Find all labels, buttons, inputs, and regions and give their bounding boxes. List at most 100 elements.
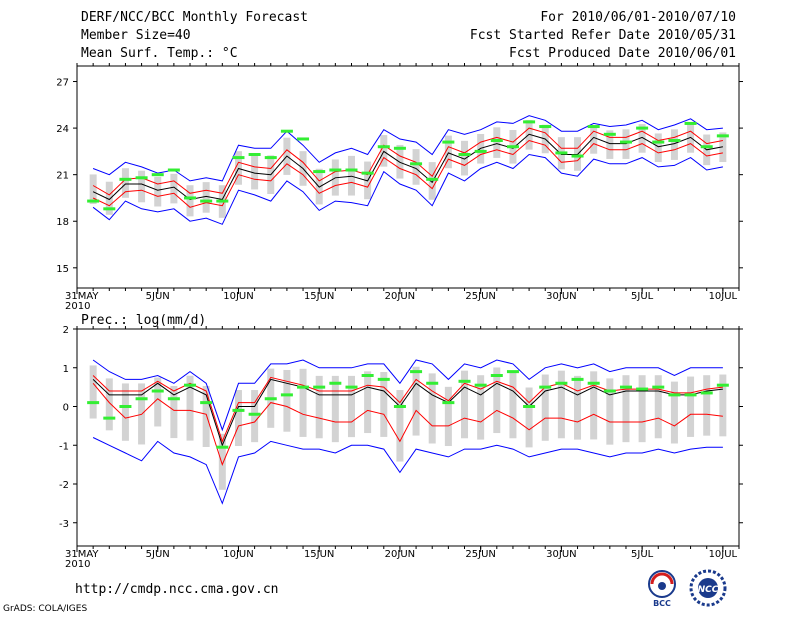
member-range-box (396, 390, 404, 462)
median-marker (587, 125, 600, 129)
upper-spread-line (92, 375, 723, 443)
x-tick-label: 10JUL (709, 549, 738, 560)
min-member-line (92, 437, 723, 505)
median-marker (652, 385, 665, 389)
median-marker (232, 156, 245, 160)
median-marker (329, 168, 342, 172)
median-marker (361, 171, 374, 175)
member-range-box (670, 129, 678, 160)
x-tick-label: 2010 (65, 559, 90, 570)
member-range-box (719, 374, 727, 437)
member-range-box (461, 140, 469, 176)
median-marker (539, 385, 552, 389)
member-range-box (105, 181, 113, 215)
member-range-box (541, 374, 549, 441)
member-range-box (202, 182, 210, 213)
member-range-box (218, 433, 226, 490)
median-marker (248, 152, 261, 156)
median-marker (377, 145, 390, 149)
x-tick-label: 30JUN (546, 549, 576, 560)
member-range-box (493, 367, 501, 434)
member-range-box (154, 377, 162, 427)
x-tick-label: 5JUL (631, 549, 654, 560)
y-tick-label: 1 (63, 364, 69, 375)
member-range-box (638, 375, 646, 443)
member-range-box (331, 375, 339, 443)
temperature-variable-label: Mean Surf. Temp.: °C (81, 46, 238, 61)
median-marker (652, 140, 665, 144)
median-marker (393, 146, 406, 150)
y-tick-label: 24 (56, 124, 69, 135)
y-tick-label: 0 (63, 403, 69, 414)
website-url[interactable]: http://cmdp.ncc.cma.gov.cn (75, 582, 279, 597)
median-marker (297, 385, 310, 389)
member-range-box (590, 126, 598, 154)
y-tick-label: -2 (59, 480, 69, 491)
median-marker (393, 405, 406, 408)
median-marker (668, 393, 681, 397)
member-range-box (477, 375, 485, 440)
median-marker (426, 381, 439, 385)
member-range-box (121, 383, 129, 441)
member-range-box (170, 173, 178, 204)
lower-spread-line (92, 139, 723, 208)
member-range-box (428, 373, 436, 444)
median-marker (474, 149, 487, 153)
y-tick-label: 2 (63, 325, 69, 336)
median-marker (474, 383, 487, 387)
member-range-box (251, 154, 259, 190)
member-range-box (719, 132, 727, 163)
median-marker (184, 196, 197, 200)
median-marker (636, 387, 649, 391)
member-range-box (509, 372, 517, 439)
x-tick-label: 5JUN (146, 549, 170, 560)
median-marker (523, 405, 536, 408)
forecast-period-label: For 2010/06/01-2010/07/10 (540, 10, 736, 25)
x-tick-label: 10JUN (223, 549, 253, 560)
median-marker (151, 389, 164, 393)
median-marker (87, 401, 100, 405)
median-marker (297, 137, 310, 141)
median-marker (151, 173, 164, 177)
member-range-box (89, 174, 97, 205)
max-member-line (92, 359, 723, 432)
member-range-box (170, 385, 178, 439)
median-marker (410, 162, 423, 166)
x-tick-label: 5JUL (631, 291, 654, 302)
median-marker (603, 389, 616, 393)
median-marker (280, 393, 293, 397)
median-marker (329, 381, 342, 385)
median-marker (442, 140, 455, 144)
member-range-box (299, 368, 307, 437)
member-range-box (670, 381, 678, 444)
member-range-box (186, 185, 194, 217)
member-range-box (444, 135, 452, 169)
member-range-box (186, 375, 194, 441)
member-range-box (234, 390, 242, 447)
member-range-box (412, 149, 420, 185)
member-range-box (428, 162, 436, 200)
median-marker (103, 207, 116, 211)
x-tick-label: 10JUL (709, 291, 738, 302)
median-marker (636, 126, 649, 130)
median-marker (264, 156, 277, 160)
max-member-line (92, 115, 723, 182)
median-marker (571, 377, 584, 381)
median-marker (216, 445, 229, 449)
member-range-box (347, 375, 355, 438)
median-marker (619, 385, 632, 389)
x-tick-label: 10JUN (223, 291, 253, 302)
median-marker (248, 412, 261, 416)
ensemble-mean-line (92, 378, 723, 447)
member-range-box (622, 375, 630, 443)
median-marker (119, 177, 132, 181)
median-marker (135, 176, 148, 180)
ensemble-mean-line (92, 133, 723, 201)
median-marker (167, 168, 180, 172)
median-marker (458, 379, 471, 383)
median-marker (442, 401, 455, 405)
median-marker (506, 145, 519, 149)
